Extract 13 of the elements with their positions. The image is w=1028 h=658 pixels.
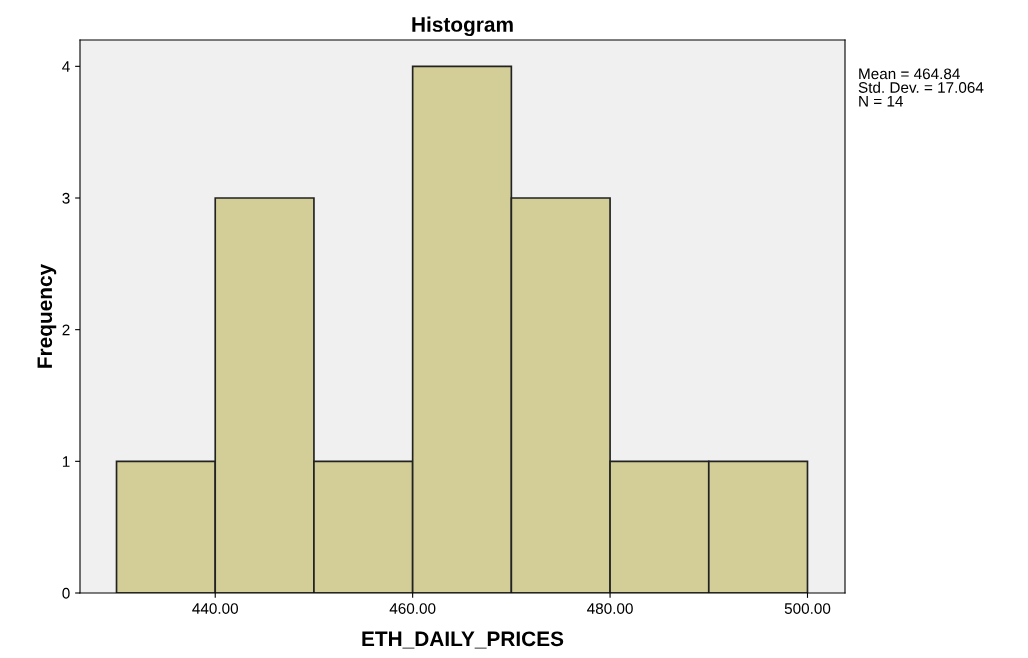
x-tick-label: 500.00 xyxy=(784,603,831,614)
y-tick-label: 2 xyxy=(62,324,70,336)
x-axis-title: ETH_DAILY_PRICES xyxy=(362,631,564,649)
y-tick-label: 0 xyxy=(62,587,70,599)
y-axis-title: Frequency xyxy=(37,263,57,368)
text: Mean = 464.84 Std. Dev. = 17.064 N = 14 xyxy=(858,68,984,107)
x-tick-label: 480.00 xyxy=(587,603,633,614)
y-tick-label: 4 xyxy=(62,61,70,72)
x-tick-label: 440.00 xyxy=(192,603,238,614)
x-tick-label: 460.00 xyxy=(389,603,436,614)
y-tick-label: 1 xyxy=(62,456,70,467)
chart-title: Histogram xyxy=(412,16,513,37)
y-tick-label: 3 xyxy=(62,192,70,204)
